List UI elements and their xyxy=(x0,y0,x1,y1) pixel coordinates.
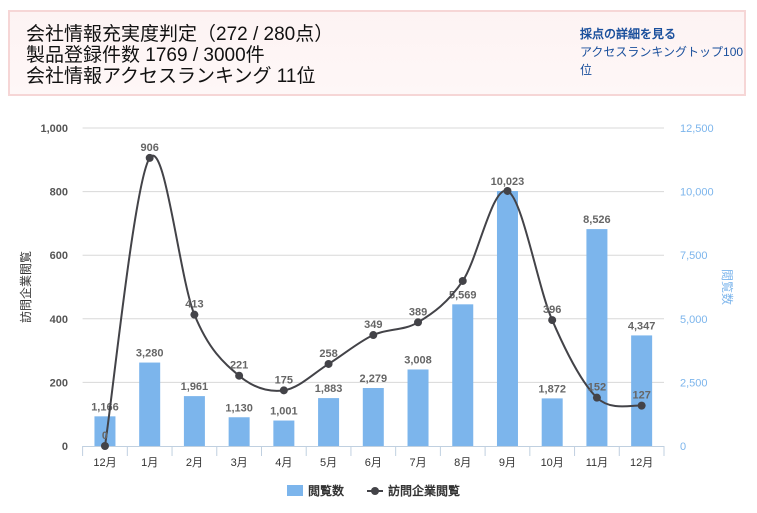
x-tick-label: 12月 xyxy=(93,457,116,469)
line-point xyxy=(458,276,467,285)
y-right-axis-title: 閲覧数 xyxy=(720,269,735,305)
y-right-tick-label: 12,500 xyxy=(680,123,714,135)
score-detail-link[interactable]: 採点の詳細を見る xyxy=(580,27,677,41)
legend-bar-swatch xyxy=(287,485,303,496)
y-right-tick-label: 2,500 xyxy=(680,377,708,389)
y-left-tick-label: 400 xyxy=(50,314,68,326)
y-right-tick-label: 7,500 xyxy=(680,250,708,262)
profile-score: 会社情報充実度判定（272 / 280点） xyxy=(26,24,334,45)
x-tick-label: 10月 xyxy=(541,457,564,469)
x-tick-label: 6月 xyxy=(365,457,382,469)
line-data-label: 152 xyxy=(588,382,606,394)
x-tick-label: 5月 xyxy=(320,457,337,469)
score-summary-box: 会社情報充実度判定（272 / 280点） 製品登録件数 1769 / 3000… xyxy=(8,10,746,96)
line-point xyxy=(100,442,109,450)
bar-data-label: 1,130 xyxy=(225,402,253,414)
y-left-tick-label: 600 xyxy=(50,250,68,262)
x-tick-label: 8月 xyxy=(454,457,471,469)
bar-data-label: 1,872 xyxy=(538,383,566,395)
y-left-tick-label: 800 xyxy=(50,187,68,199)
line-point xyxy=(190,310,199,319)
line-data-label: 349 xyxy=(364,319,382,331)
bar xyxy=(139,362,161,446)
bar xyxy=(228,417,250,446)
x-tick-label: 9月 xyxy=(499,457,516,469)
line-point xyxy=(414,318,423,327)
y-right-tick-label: 0 xyxy=(680,441,686,453)
bar-data-label: 4,347 xyxy=(628,320,656,332)
access-ranking: 会社情報アクセスランキング 11位 xyxy=(26,66,316,87)
bar-data-label: 5,569 xyxy=(449,289,477,301)
bar xyxy=(631,335,653,446)
bar xyxy=(362,388,384,446)
y-left-tick-label: 1,000 xyxy=(40,123,68,135)
line-series xyxy=(103,154,642,447)
y-right-tick-label: 10,000 xyxy=(680,187,714,199)
x-tick-label: 7月 xyxy=(409,457,426,469)
line-data-label: 0 xyxy=(102,430,108,442)
bar xyxy=(452,304,474,446)
bar-data-label: 10,023 xyxy=(491,176,525,188)
line-point xyxy=(548,316,557,325)
line-data-label: 258 xyxy=(319,348,337,360)
x-tick-label: 4月 xyxy=(275,457,292,469)
bar-data-label: 1,166 xyxy=(91,401,119,413)
bar xyxy=(94,416,116,446)
line-data-label: 396 xyxy=(543,304,561,316)
line-data-label: 389 xyxy=(409,306,427,318)
line-data-label: 175 xyxy=(275,374,293,386)
line-point xyxy=(279,386,288,395)
legend-item-company-visits: 訪問企業閲覧 xyxy=(388,483,460,498)
line-point xyxy=(369,331,378,340)
bar xyxy=(183,396,205,446)
x-tick-label: 2月 xyxy=(186,457,203,469)
line-point xyxy=(637,401,646,410)
bar-data-label: 1,883 xyxy=(315,383,343,395)
legend-item-views: 閲覧数 xyxy=(308,483,345,498)
bar-data-label: 1,001 xyxy=(270,406,298,418)
line-data-label: 221 xyxy=(230,360,248,372)
x-tick-label: 1月 xyxy=(141,457,158,469)
line-data-label: 906 xyxy=(141,142,159,154)
bar-data-label: 2,279 xyxy=(360,373,388,385)
line-point xyxy=(145,153,154,162)
x-tick-label: 3月 xyxy=(231,457,248,469)
bar-data-label: 8,526 xyxy=(583,214,611,226)
x-tick-label: 12月 xyxy=(630,457,653,469)
product-count: 製品登録件数 1769 / 3000件 xyxy=(26,45,265,66)
bar xyxy=(541,398,563,446)
x-tick-label: 11月 xyxy=(586,457,608,469)
y-left-tick-label: 200 xyxy=(50,377,68,389)
bar xyxy=(318,398,340,446)
ranking-top100-link[interactable]: アクセスランキングトップ100位 xyxy=(580,45,744,77)
line-point xyxy=(503,186,512,195)
bar xyxy=(586,229,608,446)
bar xyxy=(496,191,518,446)
line-data-label: 127 xyxy=(632,390,650,402)
bar-data-label: 1,961 xyxy=(181,381,209,393)
bar-data-label: 3,280 xyxy=(136,348,164,360)
bar xyxy=(273,420,295,446)
y-left-axis-title: 訪問企業閲覧 xyxy=(18,251,33,323)
y-left-tick-label: 0 xyxy=(62,441,68,453)
y-right-tick-label: 5,000 xyxy=(680,314,708,326)
bar xyxy=(407,369,429,446)
legend-line-marker xyxy=(371,487,379,495)
line-data-label: 413 xyxy=(185,299,203,311)
line-point xyxy=(592,393,601,402)
bar-data-label: 3,008 xyxy=(404,354,432,366)
line-point xyxy=(324,359,333,368)
line-point xyxy=(235,371,244,380)
